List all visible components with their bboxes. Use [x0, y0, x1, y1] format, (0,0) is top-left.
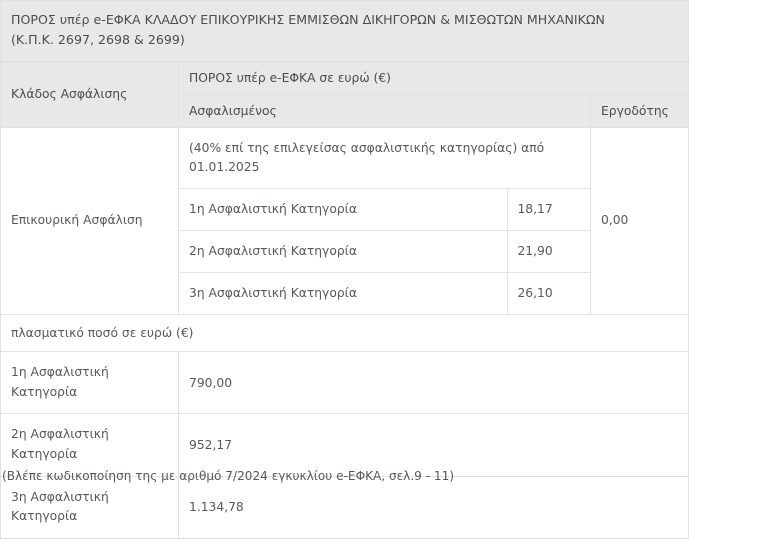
source-footnote: (Βλέπε κωδικοποίηση της με αριθμό 7/2024… [2, 469, 455, 483]
category-label: 2η Ασφαλιστική Κατηγορία [179, 230, 508, 273]
notional-section-label: πλασματικό ποσό σε ευρώ (€) [0, 314, 690, 353]
table-row: 1η Ασφαλιστική Κατηγορία 790,00 [0, 351, 690, 415]
table-row: 3η Ασφαλιστική Κατηγορία 26,10 [179, 272, 590, 315]
contributions-table: ΠΟΡΟΣ υπέρ e-ΕΦΚΑ ΚΛΑΔΟΥ ΕΠΙΚΟΥΡΙΚΗΣ ΕΜΜ… [0, 0, 690, 539]
category-value: 18,17 [507, 188, 590, 231]
table-title-line1: ΠΟΡΟΣ υπέρ e-ΕΦΚΑ ΚΛΑΔΟΥ ΕΠΙΚΟΥΡΙΚΗΣ ΕΜΜ… [11, 12, 605, 27]
branch-name-cell: Επικουρική Ασφάλιση [0, 126, 179, 316]
employer-amount-cell: 0,00 [589, 126, 690, 316]
table-title: ΠΟΡΟΣ υπέρ e-ΕΦΚΑ ΚΛΑΔΟΥ ΕΠΙΚΟΥΡΙΚΗΣ ΕΜΜ… [0, 0, 690, 62]
header-insured: Ασφαλισμένος [178, 93, 591, 128]
insured-breakdown-table: (40% επί της επιλεγείσας ασφαλιστικής κα… [179, 127, 590, 315]
notional-category-label: 2η Ασφαλιστική Κατηγορία [0, 413, 179, 477]
category-value: 26,10 [507, 272, 590, 315]
category-label: 1η Ασφαλιστική Κατηγορία [179, 188, 508, 231]
table-row: 1η Ασφαλιστική Κατηγορία 18,17 [179, 188, 590, 231]
header-row-resource: Κλάδος Ασφάλισης ΠΟΡΟΣ υπέρ e-ΕΦΚΑ σε ευ… [0, 60, 690, 128]
header-branch: Κλάδος Ασφάλισης [0, 60, 179, 128]
document-page: ΠΟΡΟΣ υπέρ e-ΕΦΚΑ ΚΛΑΔΟΥ ΕΠΙΚΟΥΡΙΚΗΣ ΕΜΜ… [0, 0, 690, 539]
breakdown-note-row: (40% επί της επιλεγείσας ασφαλιστικής κα… [179, 127, 590, 189]
table-row: 2η Ασφαλιστική Κατηγορία 21,90 [179, 230, 590, 273]
notional-category-value: 952,17 [177, 413, 690, 477]
notional-section-header-row: πλασματικό ποσό σε ευρώ (€) [0, 314, 690, 353]
header-employer: Εργοδότης [589, 93, 690, 128]
table-row-supplementary-insurance: Επικουρική Ασφάλιση (40% επί της επιλεγε… [0, 126, 690, 316]
category-value: 21,90 [507, 230, 590, 273]
table-title-row: ΠΟΡΟΣ υπέρ e-ΕΦΚΑ ΚΛΑΔΟΥ ΕΠΙΚΟΥΡΙΚΗΣ ΕΜΜ… [0, 0, 690, 62]
notional-category-value: 790,00 [177, 351, 690, 415]
category-label: 3η Ασφαλιστική Κατηγορία [189, 285, 357, 300]
insured-amounts-cell: (40% επί της επιλεγείσας ασφαλιστικής κα… [178, 126, 591, 316]
header-resource: ΠΟΡΟΣ υπέρ e-ΕΦΚΑ σε ευρώ (€) [177, 60, 690, 95]
table-row: 2η Ασφαλιστική Κατηγορία 952,17 [0, 413, 690, 477]
header-row-parties: Ασφαλισμένος Εργοδότης [1, 93, 690, 128]
table-title-line2: (Κ.Π.Κ. 2697, 2698 & 2699) [11, 32, 185, 48]
notional-category-label: 1η Ασφαλιστική Κατηγορία [0, 351, 179, 415]
breakdown-note: (40% επί της επιλεγείσας ασφαλιστικής κα… [179, 127, 590, 189]
